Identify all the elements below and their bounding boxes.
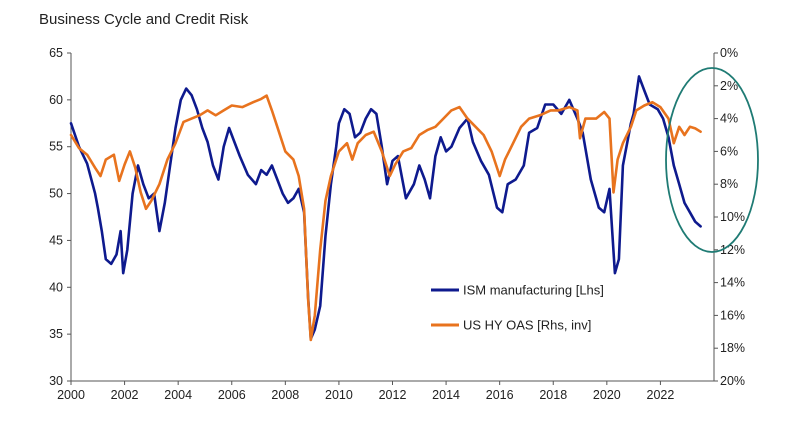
- annotation-layer: [665, 67, 759, 253]
- left-tick-label: 45: [49, 233, 63, 247]
- left-tick-label: 30: [49, 374, 63, 388]
- legend-label: US HY OAS [Rhs, inv]: [463, 318, 591, 333]
- right-tick-label: 2%: [720, 79, 738, 93]
- left-tick-label: 50: [49, 187, 63, 201]
- x-tick-label: 2012: [379, 388, 407, 402]
- chart-title: Business Cycle and Credit Risk: [39, 11, 249, 28]
- right-tick-label: 16%: [720, 308, 745, 322]
- right-tick-label: 18%: [720, 341, 745, 355]
- series-layer: [69, 75, 702, 342]
- x-tick-label: 2006: [218, 388, 246, 402]
- highlight-ellipse: [665, 67, 759, 253]
- right-tick-label: 10%: [720, 210, 745, 224]
- right-tick-label: 20%: [720, 374, 745, 388]
- right-tick-label: 6%: [720, 144, 738, 158]
- legend-label: ISM manufacturing [Lhs]: [463, 283, 604, 298]
- axes: 65 60 55 50 45 40 35 30 0% 2% 4% 6% 8% 10% 12% 14% 16% 18…: [49, 46, 745, 402]
- series-line-ism: [69, 75, 702, 341]
- right-tick-label: 12%: [720, 243, 745, 257]
- left-tick-label: 60: [49, 93, 63, 107]
- x-tick-label: 2022: [647, 388, 675, 402]
- x-tick-label: 2008: [271, 388, 299, 402]
- left-tick-label: 55: [49, 140, 63, 154]
- x-tick-label: 2014: [432, 388, 460, 402]
- x-tick-label: 2000: [57, 388, 85, 402]
- x-tick-label: 2018: [539, 388, 567, 402]
- left-tick-label: 35: [49, 327, 63, 341]
- x-tick-label: 2010: [325, 388, 353, 402]
- x-tick-label: 2016: [486, 388, 514, 402]
- right-tick-label: 0%: [720, 46, 738, 60]
- series-line-hy-oas: [69, 94, 702, 342]
- right-tick-label: 4%: [720, 112, 738, 126]
- x-tick-label: 2002: [111, 388, 139, 402]
- left-tick-label: 65: [49, 46, 63, 60]
- x-tick-label: 2020: [593, 388, 621, 402]
- right-tick-label: 8%: [720, 177, 738, 191]
- x-tick-label: 2004: [164, 388, 192, 402]
- right-tick-label: 14%: [720, 276, 745, 290]
- left-tick-label: 40: [49, 280, 63, 294]
- legend: ISM manufacturing [Lhs] US HY OAS [Rhs, i…: [431, 283, 604, 333]
